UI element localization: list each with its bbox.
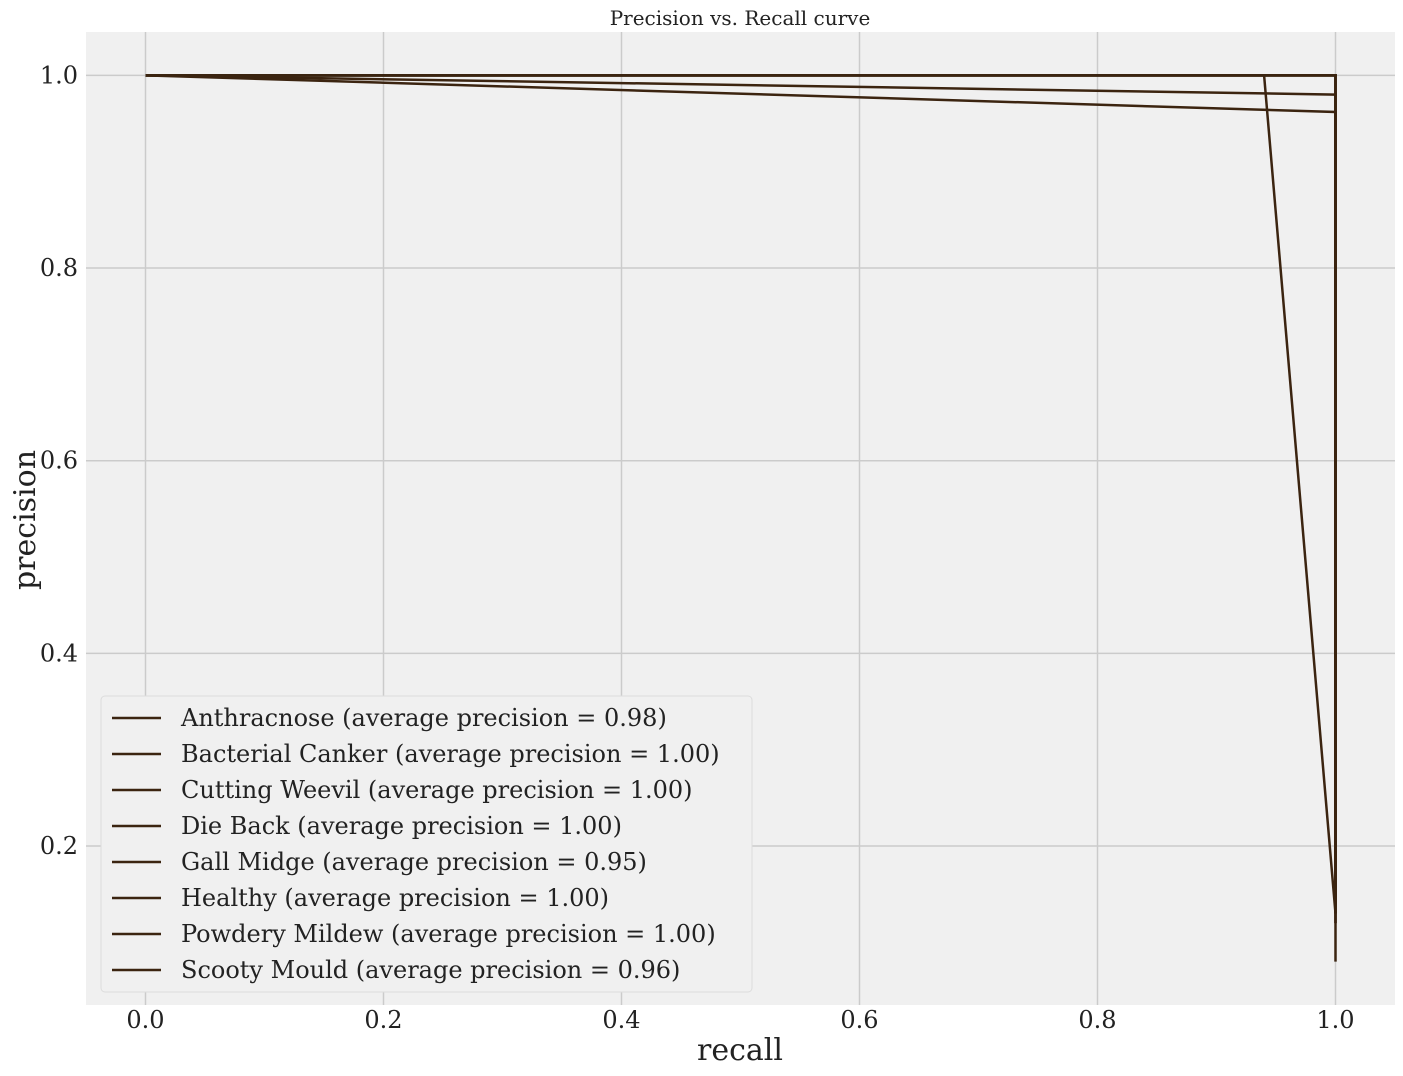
y-tick-label: 0.4	[40, 639, 78, 667]
legend-label: Scooty Mould (average precision = 0.96)	[181, 956, 680, 984]
legend-label: Cutting Weevil (average precision = 1.00…	[181, 776, 693, 804]
legend-label: Gall Midge (average precision = 0.95)	[181, 848, 647, 876]
y-tick-label: 0.2	[40, 832, 78, 860]
legend-item: Bacterial Canker (average precision = 1.…	[112, 740, 720, 768]
x-tick-labels: 0.0 0.2 0.4 0.6 0.8 1.0	[126, 1006, 1354, 1034]
legend-item: Cutting Weevil (average precision = 1.00…	[112, 776, 693, 804]
x-tick-label: 0.2	[364, 1006, 402, 1034]
y-axis-label: precision	[8, 450, 43, 590]
x-tick-label: 0.6	[840, 1006, 878, 1034]
series-layer	[145, 74, 1337, 962]
legend-label: Die Back (average precision = 1.00)	[181, 812, 622, 840]
y-tick-label: 0.8	[40, 254, 78, 282]
legend-item: Healthy (average precision = 1.00)	[112, 884, 609, 912]
x-tick-label: 0.4	[602, 1006, 640, 1034]
legend-box	[100, 695, 753, 993]
legend-item: Scooty Mould (average precision = 0.96)	[112, 956, 680, 984]
legend-item: Die Back (average precision = 1.00)	[112, 812, 622, 840]
x-tick-label: 1.0	[1316, 1006, 1354, 1034]
y-tick-label: 0.6	[40, 447, 78, 475]
legend-item: Anthracnose (average precision = 0.98)	[112, 704, 667, 732]
x-tick-label: 0.0	[126, 1006, 164, 1034]
legend: Anthracnose (average precision = 0.98) Ba…	[100, 695, 753, 993]
legend-label: Powdery Mildew (average precision = 1.00…	[181, 920, 716, 948]
y-tick-labels: 0.2 0.4 0.6 0.8 1.0	[40, 61, 78, 860]
legend-label: Anthracnose (average precision = 0.98)	[180, 704, 667, 732]
legend-item: Powdery Mildew (average precision = 1.00…	[112, 920, 716, 948]
series-line	[145, 74, 1337, 914]
x-tick-label: 0.8	[1078, 1006, 1116, 1034]
chart-title: Precision vs. Recall curve	[610, 6, 871, 30]
x-axis-label: recall	[697, 1033, 783, 1068]
legend-item: Gall Midge (average precision = 0.95)	[112, 848, 647, 876]
y-tick-label: 1.0	[40, 61, 78, 89]
legend-label: Healthy (average precision = 1.00)	[181, 884, 609, 912]
legend-label: Bacterial Canker (average precision = 1.…	[181, 740, 720, 768]
